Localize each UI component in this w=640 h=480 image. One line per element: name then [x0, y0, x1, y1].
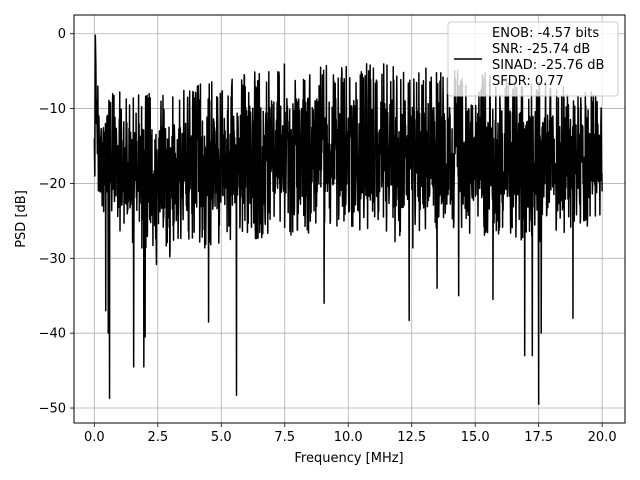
y-tick-label: −10	[39, 102, 66, 117]
x-tick-label: 7.5	[274, 430, 295, 445]
x-tick-label: 12.5	[397, 430, 426, 445]
x-tick-label: 0.0	[84, 430, 105, 445]
legend-entry-line: SINAD: -25.76 dB	[492, 58, 604, 73]
legend-box	[447, 21, 619, 97]
y-tick-label: −40	[39, 327, 66, 342]
y-tick-label: −50	[39, 402, 66, 417]
plot-area-frame	[73, 14, 626, 424]
x-axis-ticks: 0.0 2.5 5.0 7.5 10.0 12.5 15.0 17.5 20.0	[84, 423, 617, 445]
x-tick-label: 20.0	[588, 430, 617, 445]
x-tick-label: 5.0	[211, 430, 232, 445]
y-tick-label: −20	[39, 177, 66, 192]
series-line	[93, 34, 603, 406]
legend-entry-line: ENOB: -4.57 bits	[492, 26, 599, 41]
y-axis-ticks: 0 −10 −20 −30 −40 −50	[39, 27, 74, 417]
legend-entry-line: SNR: -25.74 dB	[492, 42, 590, 57]
x-tick-label: 17.5	[524, 430, 553, 445]
x-tick-label: 15.0	[461, 430, 490, 445]
x-tick-label: 10.0	[334, 430, 363, 445]
x-tick-label: 2.5	[147, 430, 168, 445]
legend-entry-line: SFDR: 0.77	[492, 74, 564, 89]
y-axis-label: PSD [dB]	[14, 190, 29, 248]
plot-lines	[93, 34, 603, 406]
y-tick-label: 0	[58, 27, 66, 42]
x-axis-label: Frequency [MHz]	[294, 451, 403, 466]
y-tick-label: −30	[39, 252, 66, 267]
